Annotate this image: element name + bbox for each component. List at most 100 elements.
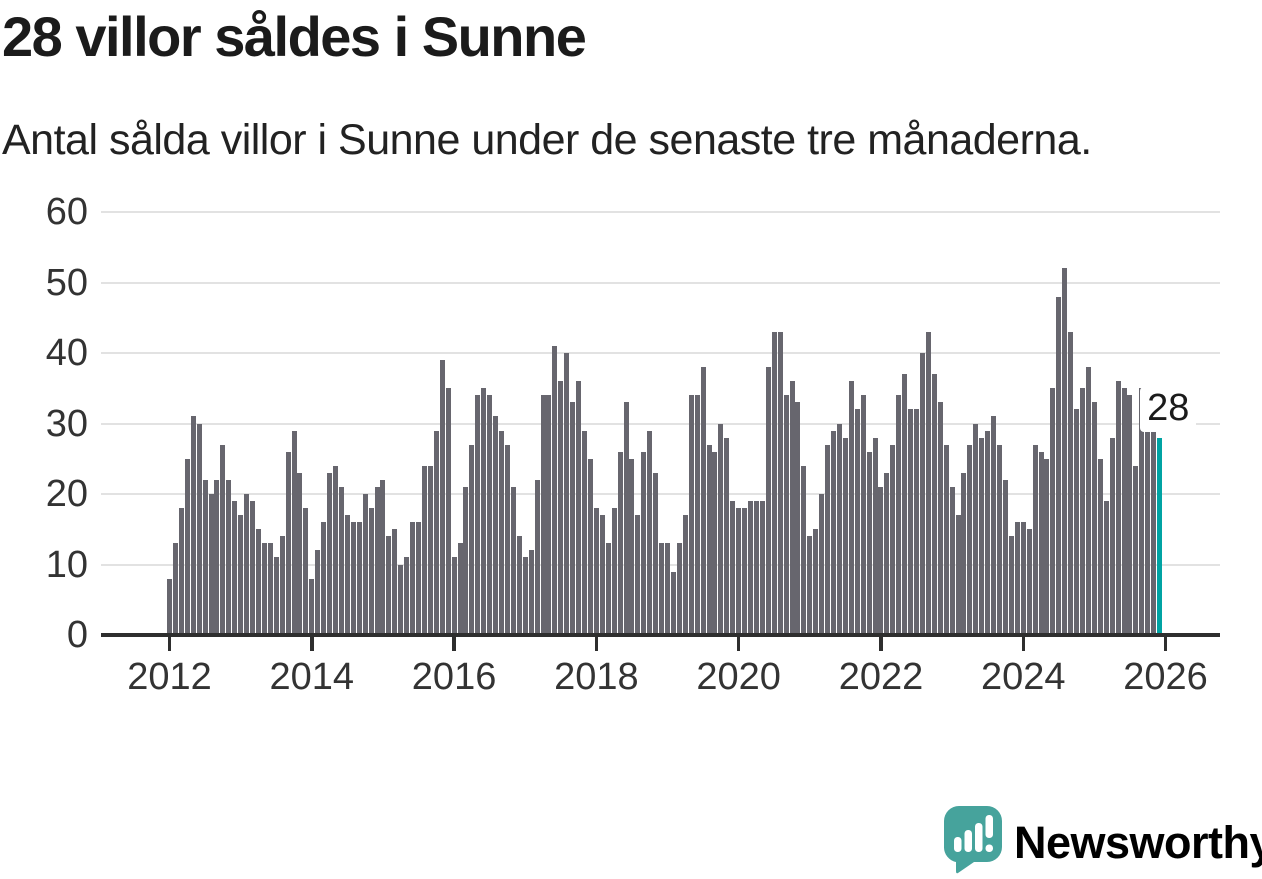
bar xyxy=(1032,444,1038,635)
bar xyxy=(1097,458,1103,635)
bar xyxy=(433,430,439,635)
bar xyxy=(238,515,244,635)
bar xyxy=(1056,296,1062,635)
bar xyxy=(421,465,427,635)
bar xyxy=(386,536,392,635)
bar xyxy=(902,374,908,635)
bar xyxy=(748,501,754,635)
bar xyxy=(1026,529,1032,635)
y-axis-label-20: 20 xyxy=(45,473,88,515)
x-tick-2014 xyxy=(310,636,314,651)
bar xyxy=(937,402,943,635)
gridline-30 xyxy=(101,422,1220,425)
bar xyxy=(321,522,327,635)
bar xyxy=(190,416,196,635)
bar xyxy=(842,437,848,635)
y-axis-label-10: 10 xyxy=(45,543,88,586)
bar xyxy=(267,543,273,635)
bar xyxy=(172,543,178,635)
bar xyxy=(860,395,866,635)
highlighted-bar xyxy=(1157,437,1163,635)
y-axis-label-30: 30 xyxy=(45,402,88,445)
bar xyxy=(469,444,475,635)
bar xyxy=(712,451,718,635)
bar xyxy=(961,472,967,635)
bar xyxy=(759,501,765,635)
bar xyxy=(570,402,576,635)
bar xyxy=(985,430,991,635)
bar xyxy=(783,395,789,635)
bar xyxy=(202,479,208,635)
bar xyxy=(753,501,759,635)
y-axis-label-50: 50 xyxy=(45,261,88,304)
bar xyxy=(522,557,528,635)
bar xyxy=(534,479,540,635)
bar xyxy=(1103,501,1109,635)
bar xyxy=(250,501,255,635)
bar xyxy=(285,451,291,635)
x-tick-2020 xyxy=(736,636,741,651)
bar xyxy=(1091,402,1097,635)
bar xyxy=(908,409,914,635)
bar xyxy=(647,430,653,635)
bar xyxy=(884,472,890,635)
bar xyxy=(273,557,279,635)
bar xyxy=(967,444,973,635)
bar xyxy=(1139,388,1145,635)
bar xyxy=(445,388,451,635)
bar xyxy=(303,508,309,635)
bar xyxy=(831,430,837,635)
bar xyxy=(540,395,546,635)
bar xyxy=(813,529,819,635)
bar xyxy=(943,444,949,635)
bar xyxy=(599,515,605,635)
bar xyxy=(226,479,232,635)
x-axis-label-2026: 2026 xyxy=(1123,656,1208,698)
bar xyxy=(1109,437,1115,635)
bar xyxy=(1002,479,1008,635)
bar xyxy=(481,388,487,635)
bar xyxy=(1080,388,1086,635)
gridline-60 xyxy=(101,211,1220,213)
chart-title: 28 villor såldes i Sunne xyxy=(2,5,587,68)
bar xyxy=(232,501,238,635)
bar xyxy=(338,486,344,635)
bar xyxy=(587,458,593,635)
bar xyxy=(931,374,937,635)
bar xyxy=(1151,423,1157,635)
bar xyxy=(427,465,433,635)
x-axis-label-2022: 2022 xyxy=(838,656,924,698)
x-tick-2012 xyxy=(167,636,172,651)
bar xyxy=(576,381,582,635)
bar xyxy=(297,472,303,635)
bar xyxy=(825,444,831,635)
chart-bubble-icon xyxy=(943,806,1002,879)
bar xyxy=(629,458,635,635)
logo-text: Newsworthy xyxy=(1014,816,1262,868)
bar xyxy=(1008,536,1014,635)
bar xyxy=(475,395,481,635)
bar xyxy=(244,494,250,635)
bar xyxy=(1133,465,1139,635)
bar xyxy=(991,416,997,635)
bar xyxy=(1050,388,1056,635)
bar xyxy=(854,409,860,635)
bar xyxy=(795,402,801,635)
bar xyxy=(558,381,564,635)
bar xyxy=(878,486,884,635)
bar xyxy=(327,472,333,635)
bar xyxy=(593,508,599,635)
bar xyxy=(914,409,920,635)
bar xyxy=(552,345,558,635)
bar xyxy=(374,486,380,635)
bar xyxy=(925,331,931,635)
bar xyxy=(368,508,374,635)
bar xyxy=(665,543,671,635)
bar xyxy=(896,395,902,635)
bar xyxy=(682,515,688,635)
bar xyxy=(605,543,611,635)
y-axis-label-0: 0 xyxy=(66,614,88,656)
bar xyxy=(457,543,463,635)
bar xyxy=(255,529,261,635)
